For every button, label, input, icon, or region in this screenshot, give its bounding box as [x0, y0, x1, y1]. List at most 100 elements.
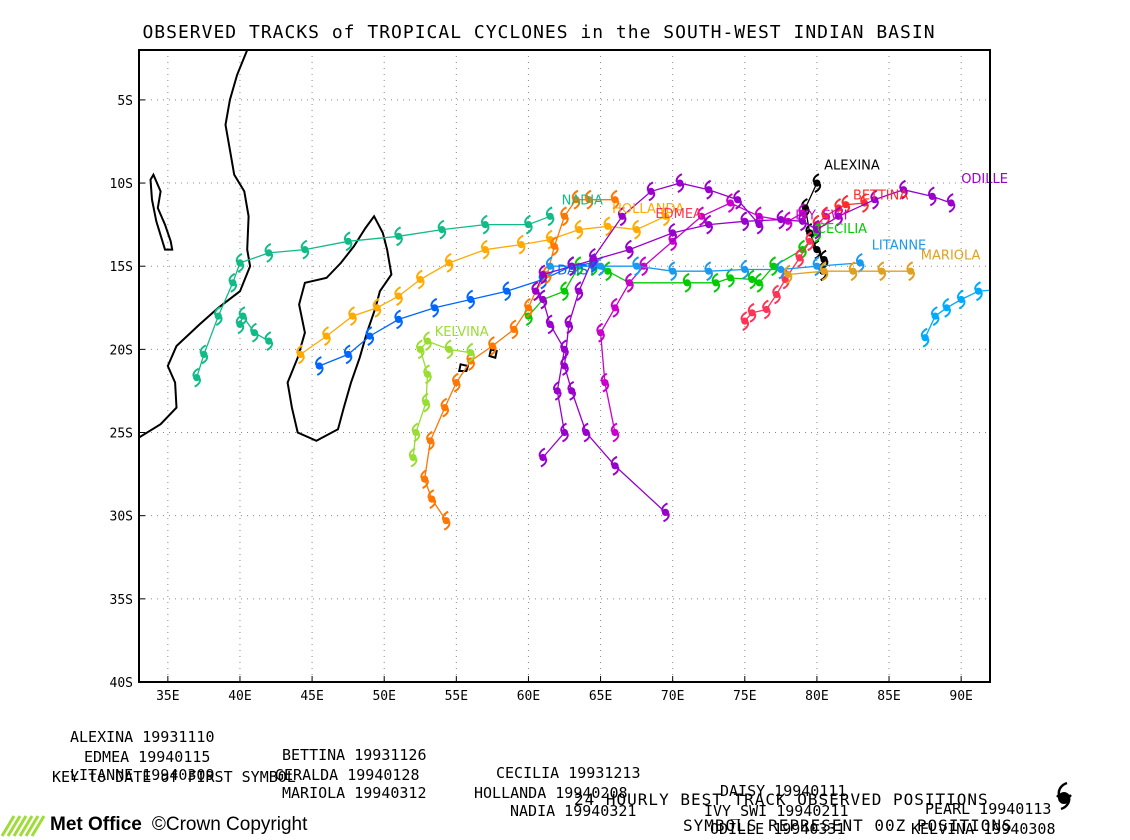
lon-tick-label: 55E [445, 689, 468, 704]
cyclone-position-marker [296, 344, 305, 365]
key-entry: KELVINA 19940308 [911, 820, 1056, 838]
cyclone-position-marker [430, 297, 439, 318]
key-row-3: LITANNE 19940309 MARIOLA 19940312 NADIA … [70, 748, 845, 838]
cyclone-position-marker [632, 219, 641, 240]
cyclone-position-marker [805, 231, 814, 252]
cyclone-position-marker [238, 306, 248, 326]
track-line-mariola [788, 270, 911, 276]
storm-label: ODILLE [961, 172, 1008, 187]
copyright-text: ©Crown Copyright [151, 814, 308, 835]
cyclone-position-marker [437, 219, 447, 240]
cyclone-position-marker [625, 272, 634, 293]
cyclone-position-marker [545, 314, 555, 335]
storm-label: CECILIA [817, 222, 867, 237]
key-entry: GERALDA 19940128 [275, 766, 420, 784]
madagascar-coastline [286, 214, 393, 442]
key-row-2: EDMEA 19940115 GERALDA 19940128 HOLLANDA… [70, 730, 1056, 838]
key-entry: EDMEA 19940115 [84, 748, 211, 766]
cyclone-position-marker [560, 281, 569, 302]
cyclone-position-marker [581, 422, 591, 443]
cyclone-position-marker [682, 272, 692, 293]
map-frame [138, 49, 991, 683]
cyclone-position-marker [762, 299, 771, 320]
storm-label: BETTINA [853, 189, 908, 204]
cyclone-position-marker [264, 243, 274, 263]
cyclone-position-marker [769, 256, 778, 277]
cyclone-position-marker [300, 239, 310, 260]
cyclone-position-marker [228, 272, 238, 293]
cyclone-position-marker [834, 206, 843, 227]
met-office-logo: Met Office ©Crown Copyright [0, 812, 307, 838]
cyclone-position-marker [411, 422, 421, 443]
cyclone-position-marker [776, 209, 786, 230]
met-office-brand: Met Office [50, 814, 142, 835]
lon-tick-label: 90E [949, 689, 972, 704]
cyclone-position-marker [740, 211, 750, 232]
cyclone-position-marker [930, 306, 940, 326]
lon-tick-label: 35E [156, 689, 179, 704]
key-note: KEY to DATE of FIRST SYMBOL [52, 768, 296, 786]
storm-label: LITANNE [872, 239, 927, 254]
lat-tick-label: 20S [110, 343, 133, 358]
cyclone-position-marker [250, 322, 259, 343]
cyclone-position-marker [795, 248, 804, 268]
cyclone-position-marker [733, 189, 742, 210]
cyclone-position-marker [812, 173, 822, 193]
key-entry: NADIA 19940321 [510, 802, 637, 820]
met-office-stripes-icon [0, 815, 46, 837]
cyclone-position-marker [567, 256, 576, 277]
key-entry: IVY_SWI 19940211 [704, 802, 849, 820]
cyclone-position-marker [956, 289, 966, 310]
track-line-daisy [319, 262, 594, 367]
cyclone-position-marker [776, 259, 786, 280]
key-entry: DAISY 19940111 [720, 782, 847, 800]
cyclone-position-marker [783, 211, 793, 232]
footer-line-1: 24 HOURLY BEST TRACK OBSERVED POSITIONS [574, 790, 989, 809]
cyclone-position-marker [661, 206, 670, 227]
lon-tick-label: 50E [372, 689, 395, 704]
cyclone-position-marker [365, 326, 375, 346]
storm-label: DAISY [557, 264, 596, 279]
cyclone-position-marker [466, 342, 475, 363]
cyclone-position-marker [394, 286, 403, 306]
cyclone-position-marker [610, 297, 620, 318]
lat-tick-label: 10S [110, 177, 133, 192]
cyclone-position-marker [538, 447, 548, 468]
lon-tick-label: 45E [300, 689, 323, 704]
track-line-pearl [924, 289, 990, 338]
cyclone-position-marker [560, 356, 569, 376]
track-line-ivy_swi [599, 202, 803, 433]
storm-label: IVY_SWI [795, 209, 847, 224]
cyclone-position-marker [740, 311, 750, 331]
cyclone-position-marker [747, 302, 757, 323]
cyclone-position-marker [740, 259, 750, 280]
cyclone-position-marker [322, 326, 331, 346]
cyclone-position-marker [416, 339, 425, 360]
storm-label: KELVINA [435, 325, 489, 340]
lon-tick-label: 75E [733, 689, 756, 704]
cyclone-position-marker [697, 206, 706, 227]
cyclone-position-marker [199, 344, 209, 365]
storm-tracks [192, 173, 990, 531]
storm-label: ALEXINA [824, 159, 880, 174]
africa-coastline [139, 50, 252, 439]
cyclone-position-marker [610, 455, 620, 476]
cyclone-position-marker [372, 297, 382, 318]
cyclone-position-marker [906, 261, 915, 282]
lat-tick-label: 5S [117, 94, 133, 109]
cyclone-position-marker [974, 281, 983, 302]
cyclone-position-marker [610, 422, 620, 443]
cyclone-position-marker [603, 216, 613, 237]
cyclone-position-marker [235, 253, 245, 273]
cyclone-position-marker [632, 256, 641, 277]
cyclone-position-marker [427, 489, 437, 509]
lat-tick-label: 35S [110, 593, 133, 608]
cyclone-position-marker [798, 211, 807, 232]
cyclone-position-marker [509, 319, 519, 340]
lon-tick-label: 80E [805, 689, 828, 704]
cyclone-position-marker [538, 264, 548, 285]
cyclone-position-marker [920, 327, 930, 348]
cyclone-position-marker [668, 223, 677, 243]
storm-label: NADIA [562, 194, 603, 209]
key-entry: ALEXINA 19931110 [70, 728, 215, 746]
